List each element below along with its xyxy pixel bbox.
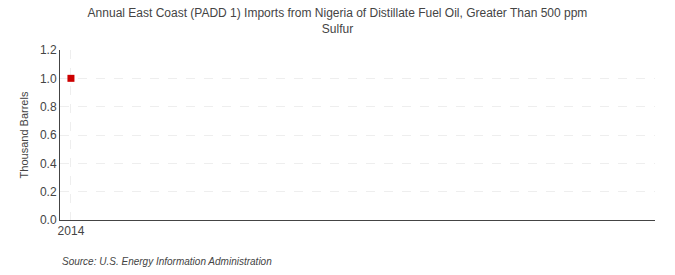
svg-text:0.6: 0.6 (40, 128, 57, 142)
svg-text:0.8: 0.8 (40, 100, 57, 114)
svg-text:0.2: 0.2 (40, 185, 57, 199)
svg-text:1.0: 1.0 (40, 72, 57, 86)
svg-text:Annual East Coast (PADD 1) Imp: Annual East Coast (PADD 1) Imports from … (88, 6, 588, 36)
svg-text:Source: U.S. Energy Informatio: Source: U.S. Energy Information Administ… (62, 256, 272, 267)
svg-text:1.2: 1.2 (40, 43, 57, 57)
svg-text:Thousand Barrels: Thousand Barrels (18, 91, 30, 178)
svg-text:0.0: 0.0 (40, 213, 57, 227)
svg-text:0.4: 0.4 (40, 157, 57, 171)
svg-text:2014: 2014 (58, 224, 85, 238)
